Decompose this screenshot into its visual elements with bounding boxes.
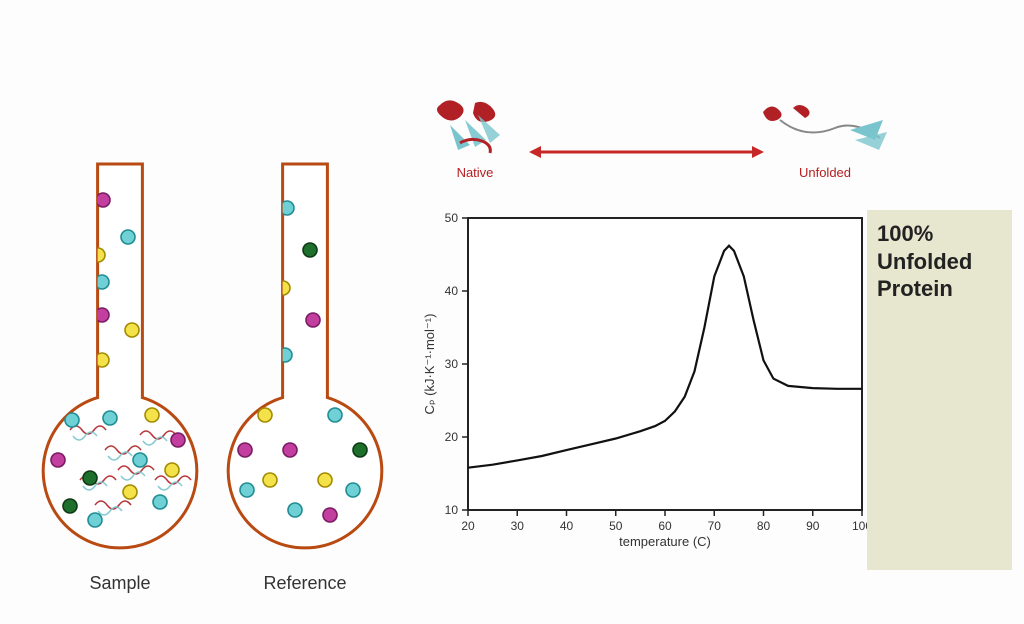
svg-text:30: 30 xyxy=(511,519,525,533)
svg-text:80: 80 xyxy=(757,519,771,533)
chart-svg: 20304050607080901001020304050temperature… xyxy=(420,210,868,550)
native-label: Native xyxy=(420,165,530,180)
svg-text:100: 100 xyxy=(852,519,868,533)
dsc-chart: 20304050607080901001020304050temperature… xyxy=(420,210,868,550)
flask-svg xyxy=(40,160,200,550)
figure-stage: Sample Reference Native Unfolded 20 30 40 5… xyxy=(0,0,1024,624)
unfolded-annotation-line1: 100% xyxy=(877,220,1002,248)
unfolded-annotation-line3: Protein xyxy=(877,275,1002,303)
unfolded-annotation-line2: Unfolded xyxy=(877,248,1002,276)
native-protein-icon xyxy=(420,95,530,157)
unfolded-protein-icon xyxy=(755,100,895,157)
transition-arrow xyxy=(525,142,768,162)
flask-sample: Sample xyxy=(40,160,200,594)
flask-label: Sample xyxy=(40,573,200,594)
flask-label: Reference xyxy=(225,573,385,594)
svg-text:10: 10 xyxy=(445,503,459,517)
svg-text:50: 50 xyxy=(445,211,459,225)
svg-text:40: 40 xyxy=(445,284,459,298)
svg-text:20: 20 xyxy=(461,519,475,533)
svg-text:50: 50 xyxy=(609,519,623,533)
svg-text:60: 60 xyxy=(658,519,672,533)
flask-reference: Reference xyxy=(225,160,385,594)
unfolded-annotation-box: 100% Unfolded Protein xyxy=(867,210,1012,570)
svg-text:Cₚ (kJ·K⁻¹·mol⁻¹): Cₚ (kJ·K⁻¹·mol⁻¹) xyxy=(422,314,437,415)
svg-text:30: 30 xyxy=(445,357,459,371)
protein-native: Native xyxy=(420,95,530,180)
svg-text:temperature (C): temperature (C) xyxy=(619,534,711,549)
svg-text:20: 20 xyxy=(445,430,459,444)
svg-text:90: 90 xyxy=(806,519,820,533)
protein-unfolded: Unfolded xyxy=(755,100,895,180)
svg-text:70: 70 xyxy=(708,519,722,533)
svg-text:40: 40 xyxy=(560,519,574,533)
flask-svg xyxy=(225,160,385,550)
unfolded-label: Unfolded xyxy=(755,165,895,180)
